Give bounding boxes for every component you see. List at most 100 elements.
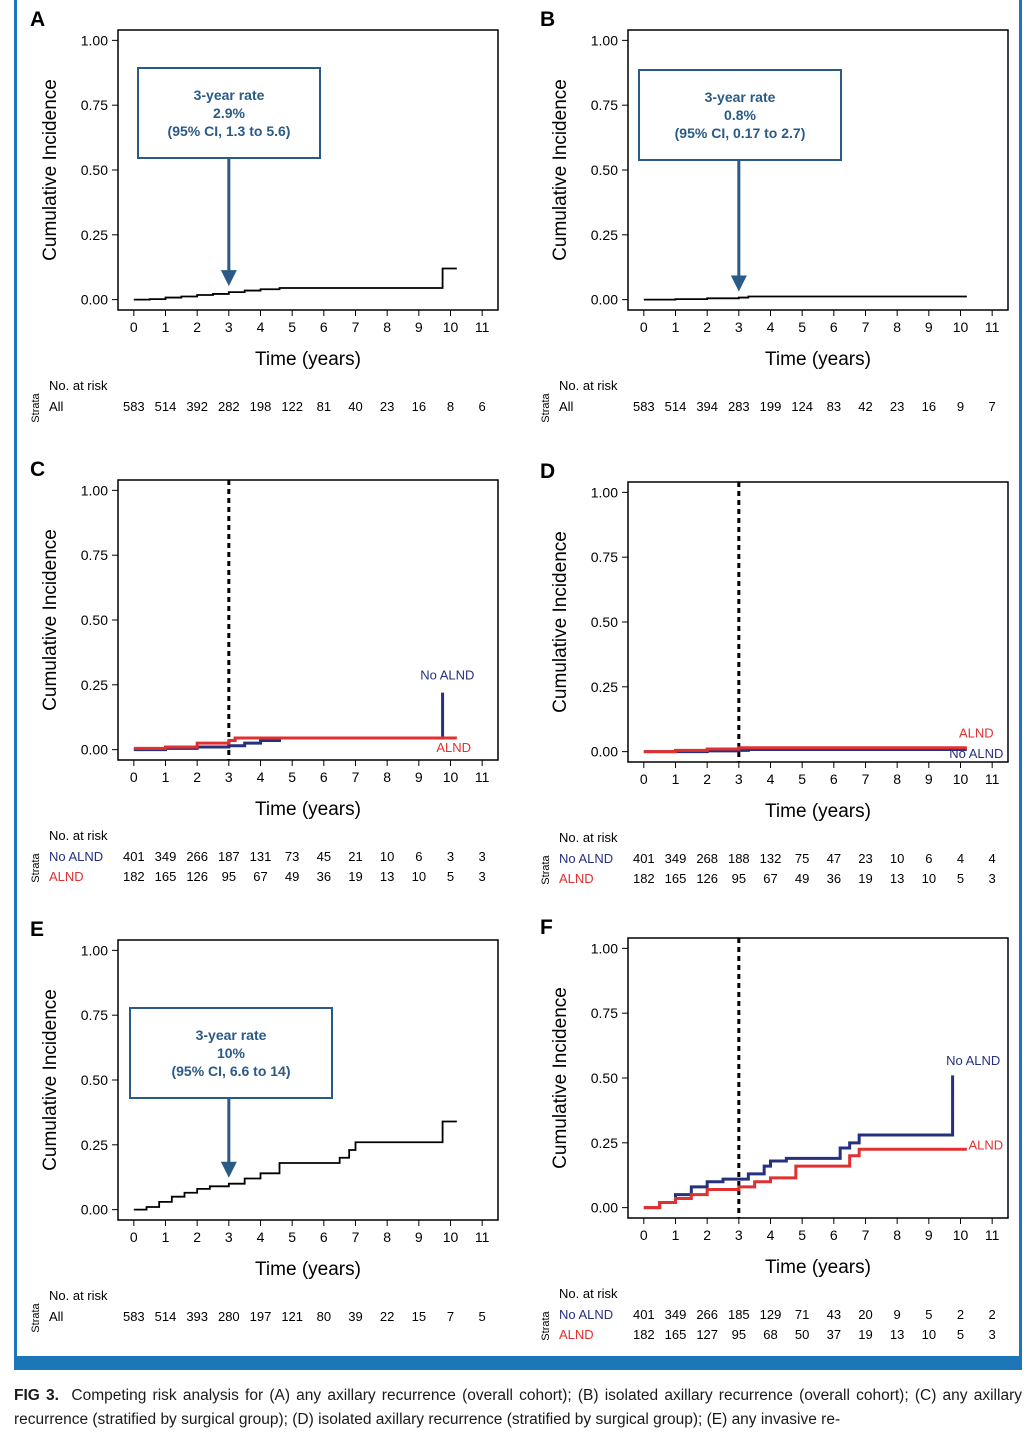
y-tick-label: 0.50 xyxy=(81,162,108,178)
risk-count: 349 xyxy=(665,1307,687,1322)
x-tick-label: 11 xyxy=(985,771,1000,787)
series-label-alnd: ALND xyxy=(968,1137,1003,1152)
risk-count: 10 xyxy=(412,869,426,884)
risk-count: 67 xyxy=(253,869,267,884)
y-tick-label: 1.00 xyxy=(591,32,618,48)
risk-strata-label: Strata xyxy=(540,392,552,422)
risk-count: 80 xyxy=(317,1309,331,1324)
x-tick-label: 9 xyxy=(925,771,933,787)
risk-count: 10 xyxy=(380,849,394,864)
risk-count: 393 xyxy=(186,1309,208,1324)
chart-panel-e: E 0.00 0.25 0.50 0.75 1.00 0 1 2 3 4 5 6 7 8 9 10 11 Time … xyxy=(30,918,499,1333)
x-tick-label: 10 xyxy=(953,771,969,787)
y-tick-label: 0.75 xyxy=(591,97,618,113)
risk-count: 126 xyxy=(186,869,208,884)
y-tick-label: 1.00 xyxy=(81,942,108,958)
annotation-box xyxy=(129,1007,333,1099)
caption-text: Competing risk analysis for (A) any axil… xyxy=(14,1387,1022,1428)
y-axis-label: Cumulative Incidence xyxy=(550,987,571,1169)
risk-count: 71 xyxy=(795,1307,809,1322)
risk-count: 7 xyxy=(447,1309,454,1324)
series-line-no-alnd xyxy=(643,1075,955,1210)
y-tick-label: 0.75 xyxy=(81,547,108,563)
risk-table-header: No. at risk xyxy=(559,378,618,393)
series-line-no-alnd xyxy=(133,692,445,752)
risk-count: 39 xyxy=(348,1309,362,1324)
y-tick-label: 0.25 xyxy=(81,227,108,243)
page-left-border xyxy=(14,0,17,1356)
risk-count: 13 xyxy=(890,1327,904,1342)
x-axis-label: Time (years) xyxy=(765,1257,871,1278)
risk-count: 199 xyxy=(760,399,782,414)
risk-count: 49 xyxy=(285,869,299,884)
risk-table-header: No. at risk xyxy=(49,1288,108,1303)
y-axis-label: Cumulative Incidence xyxy=(40,529,61,711)
risk-count: 37 xyxy=(827,1327,841,1342)
risk-count: 5 xyxy=(447,869,454,884)
page-right-border xyxy=(1019,0,1022,1356)
x-tick-label: 6 xyxy=(320,319,328,335)
caption-lead: FIG 3. xyxy=(14,1387,59,1404)
risk-strata-label: Strata xyxy=(540,1310,552,1340)
series-line-alnd xyxy=(643,1147,967,1210)
risk-count: 75 xyxy=(795,851,809,866)
x-tick-label: 4 xyxy=(767,319,775,335)
x-tick-label: 11 xyxy=(475,769,490,785)
plot-frame xyxy=(117,29,499,311)
x-tick-label: 9 xyxy=(415,769,423,785)
risk-table-header: No. at risk xyxy=(559,830,618,845)
risk-count: 514 xyxy=(155,399,177,414)
risk-count: 121 xyxy=(281,1309,303,1324)
annotation-text: 0.8% xyxy=(724,107,756,123)
y-tick-label: 0.50 xyxy=(591,1070,618,1086)
series-line-alnd xyxy=(133,736,457,750)
risk-count: 349 xyxy=(155,849,177,864)
risk-count: 401 xyxy=(123,849,145,864)
x-tick-label: 6 xyxy=(830,771,838,787)
chart-panel-f: F 0.00 0.25 0.50 0.75 1.00 0 1 2 3 4 5 6 7 8 9 10 11 Time … xyxy=(540,916,1009,1342)
risk-count: 22 xyxy=(380,1309,394,1324)
risk-count: 5 xyxy=(925,1307,932,1322)
risk-table-header: No. at risk xyxy=(49,828,108,843)
risk-count: 185 xyxy=(728,1307,750,1322)
x-axis-label: Time (years) xyxy=(765,801,871,822)
risk-count: 266 xyxy=(696,1307,718,1322)
risk-count: 165 xyxy=(665,871,687,886)
x-tick-label: 3 xyxy=(735,1227,743,1243)
x-tick-label: 2 xyxy=(193,1229,201,1245)
chart-panel-c: C0.000.250.500.751.000 1 2 3 4 5 6 7 8 9 10 11Time … xyxy=(30,458,499,884)
series-label-alnd: ALND xyxy=(959,725,994,740)
risk-count: 13 xyxy=(890,871,904,886)
plot-frame xyxy=(627,937,1009,1219)
risk-count: 43 xyxy=(827,1307,841,1322)
annotation-text: 3-year rate xyxy=(196,1027,267,1043)
panel-letter: A xyxy=(30,8,45,31)
risk-count: 10 xyxy=(890,851,904,866)
x-tick-label: 1 xyxy=(162,769,170,785)
risk-count: 13 xyxy=(380,869,394,884)
series-label-no-alnd: No ALND xyxy=(420,668,474,683)
chart-panel-b: B0.000.250.500.751.000 1 2 3 4 5 6 7 8 9 10 11Time … xyxy=(540,8,1009,423)
panel-letter: E xyxy=(30,918,44,941)
x-tick-label: 0 xyxy=(130,1229,138,1245)
x-tick-label: 8 xyxy=(383,1229,391,1245)
risk-strata-label: Strata xyxy=(30,392,42,422)
risk-count: 197 xyxy=(250,1309,272,1324)
plot-frame xyxy=(117,939,499,1221)
risk-count: 73 xyxy=(285,849,299,864)
annotation-arrow-head xyxy=(730,275,747,292)
y-axis-label: Cumulative Incidence xyxy=(40,989,61,1171)
x-tick-label: 11 xyxy=(475,1229,490,1245)
risk-count: 6 xyxy=(415,849,422,864)
x-tick-label: 0 xyxy=(640,319,648,335)
y-tick-label: 0.50 xyxy=(81,1072,108,1088)
y-tick-label: 0.25 xyxy=(81,1137,108,1153)
y-tick-label: 0.75 xyxy=(591,1005,618,1021)
risk-count: 187 xyxy=(218,849,240,864)
x-tick-label: 0 xyxy=(640,1227,648,1243)
risk-count: 81 xyxy=(317,399,331,414)
y-tick-label: 0.25 xyxy=(81,677,108,693)
plot-frame xyxy=(627,29,1009,311)
x-tick-label: 0 xyxy=(130,319,138,335)
x-tick-label: 10 xyxy=(443,1229,459,1245)
